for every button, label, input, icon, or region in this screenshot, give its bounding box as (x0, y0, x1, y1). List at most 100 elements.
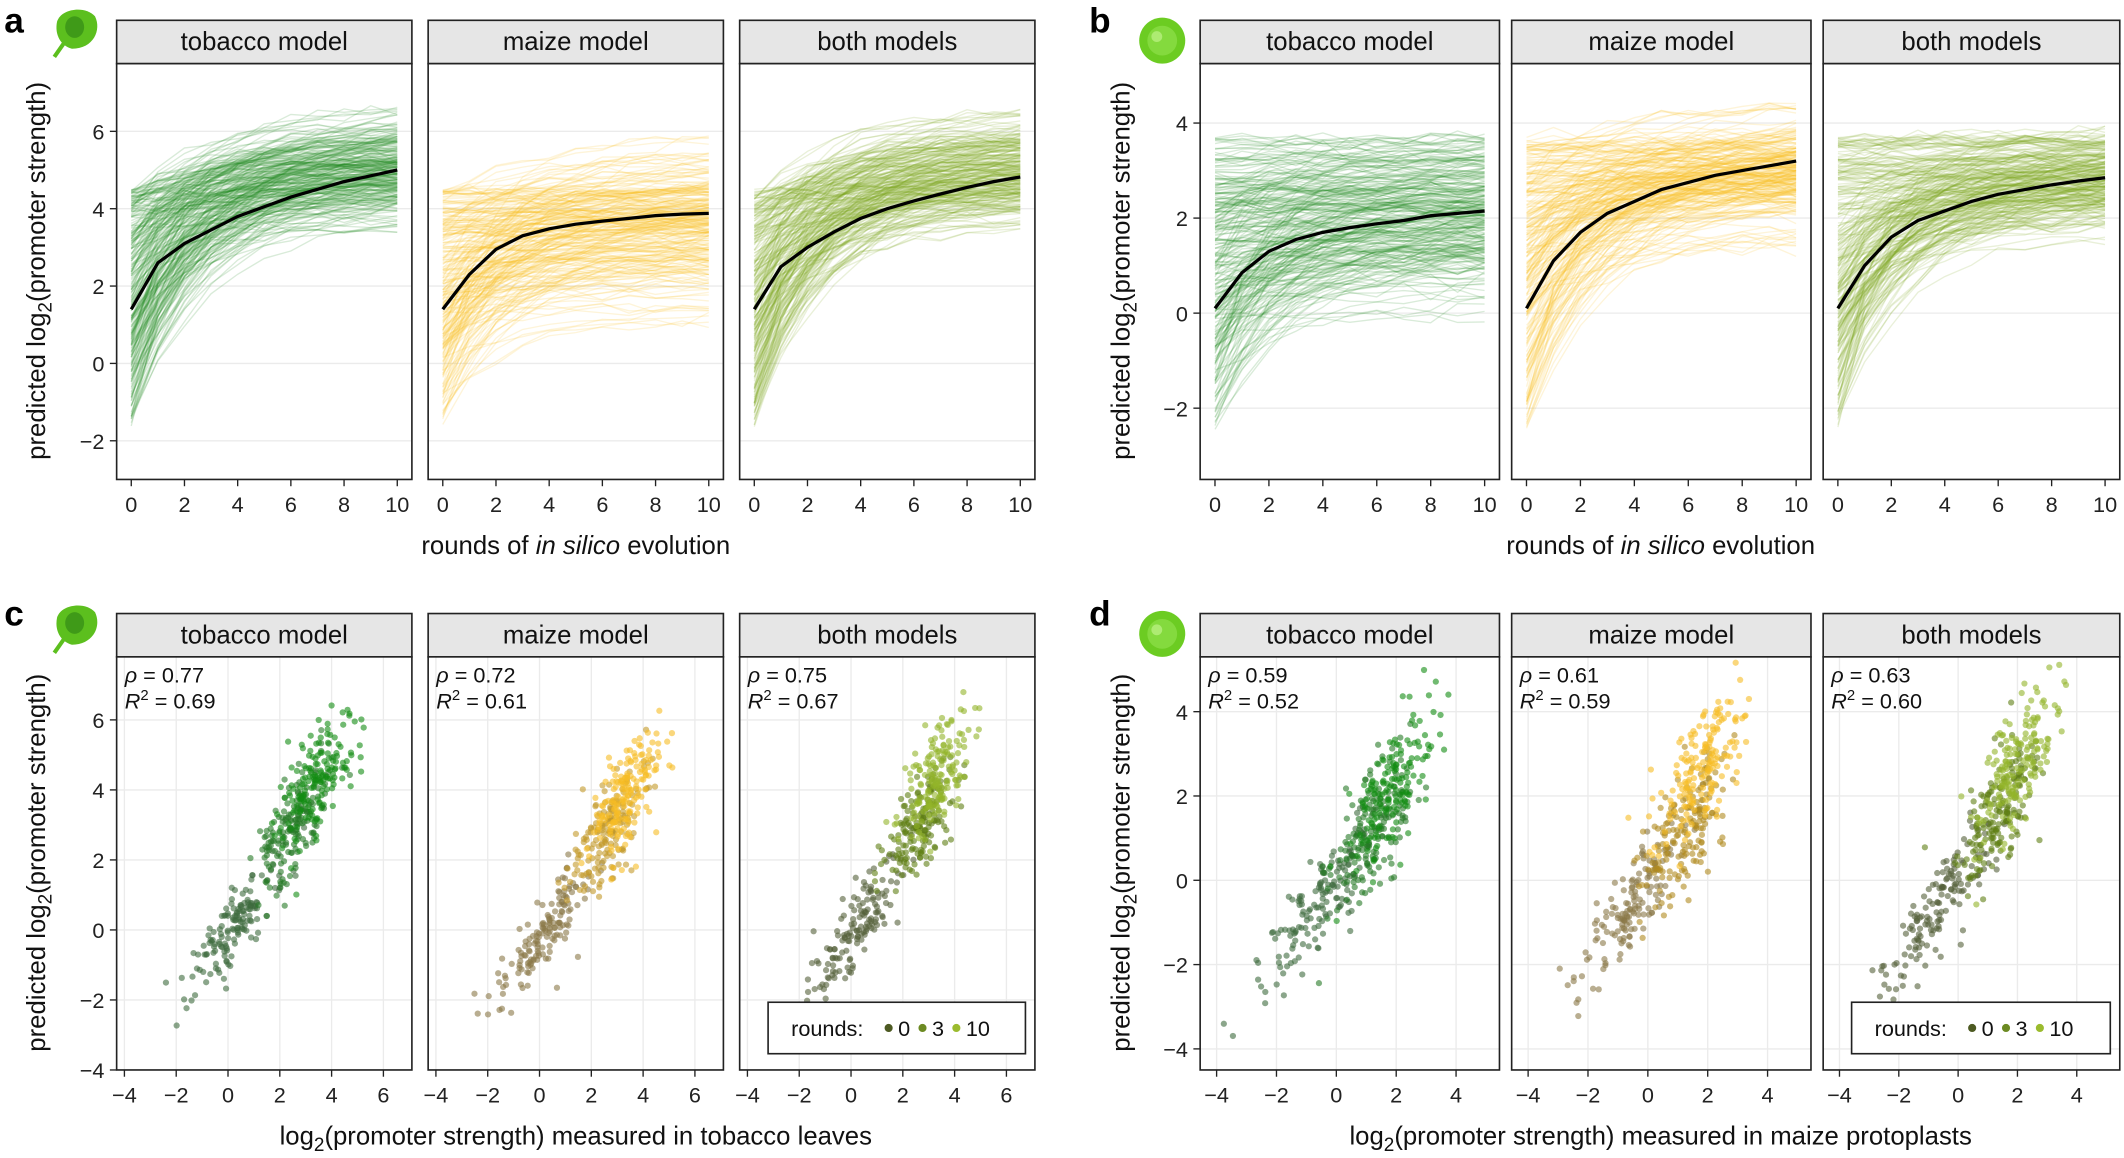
scatter-point (1635, 876, 1642, 884)
scatter-point (1629, 876, 1636, 883)
trajectory-line (130, 105, 398, 233)
scatter-point (203, 979, 210, 986)
trajectory-line (1525, 163, 1797, 399)
scatter-point (1656, 867, 1664, 874)
trajectory-line (442, 241, 709, 252)
scatter-point (643, 803, 650, 811)
trajectory-line (1837, 170, 2106, 185)
trajectory-line (753, 173, 1021, 292)
facet-strip (115, 612, 413, 658)
scatter-point (2034, 754, 2041, 761)
x-tick-label: 0 (1952, 1082, 1964, 1107)
trajectory-line (1214, 185, 1485, 221)
trajectory-line (1214, 273, 1485, 423)
scatter-point (357, 754, 364, 761)
trajectory-line (130, 123, 398, 427)
scatter-point (1364, 847, 1371, 855)
scatter-point (1907, 910, 1915, 917)
scatter-point (308, 829, 315, 836)
trajectory-line (130, 196, 398, 276)
scatter-point (1287, 932, 1294, 939)
scatter-point (223, 905, 230, 912)
scatter-point (2040, 753, 2047, 760)
trajectory-line (442, 208, 709, 215)
scatter-point (1923, 942, 1931, 949)
trajectory-line (1214, 200, 1485, 256)
scatter-point (313, 837, 320, 844)
scatter-point (900, 803, 907, 810)
scatter-point (200, 968, 207, 976)
scatter-point (600, 864, 607, 871)
trajectory-line (130, 151, 398, 205)
trajectory-line (1214, 195, 1485, 351)
scatter-point (1603, 908, 1610, 915)
trajectory-line (1837, 214, 2106, 302)
trajectory-line (1837, 169, 2106, 428)
trajectory-line (442, 198, 709, 212)
scatter-point (227, 962, 234, 970)
scatter-point (642, 756, 649, 764)
scatter-point (288, 782, 295, 789)
trajectory-line (753, 141, 1021, 207)
scatter-point (306, 764, 313, 772)
scatter-point (892, 852, 899, 859)
trajectory-line (1214, 233, 1485, 360)
trajectory-line (1214, 152, 1485, 267)
trajectory-line (130, 172, 398, 234)
trajectory-line (442, 268, 709, 385)
scatter-point (900, 858, 908, 866)
trajectory-line (753, 192, 1021, 265)
x-tick-label: 2 (1885, 492, 1897, 517)
scatter-point (839, 895, 846, 903)
scatter-point (1302, 924, 1309, 932)
scatter-point (343, 758, 350, 765)
trajectory-line (753, 172, 1021, 281)
trajectory-line (1526, 143, 1797, 156)
y-tick-label: 2 (1176, 206, 1188, 231)
trajectory-line (130, 152, 398, 207)
trajectory-line (1214, 143, 1485, 158)
trajectory-line (1837, 156, 2106, 185)
trajectory-line (442, 195, 709, 324)
scatter-point (1666, 874, 1673, 882)
trajectory-line (130, 107, 398, 246)
trajectory-line (130, 156, 398, 401)
trajectory-line (753, 171, 1021, 363)
rho-symbol: ρ (1519, 663, 1532, 688)
scatter-point (201, 951, 208, 958)
trajectory-line (1526, 175, 1797, 315)
scatter-point (860, 885, 867, 892)
scatter-point (1667, 797, 1674, 804)
scatter-point (1676, 863, 1683, 870)
scatter-point (1595, 986, 1602, 993)
scatter-point (1652, 891, 1660, 898)
trajectory-line (1525, 165, 1797, 379)
trajectory-line (1526, 155, 1797, 168)
trajectory-line (1837, 170, 2106, 234)
trajectory-line (130, 184, 398, 241)
trajectory-line (442, 172, 709, 372)
trajectory-line (753, 206, 1021, 366)
scatter-point (1400, 763, 1408, 770)
scatter-point (320, 777, 327, 784)
trajectory-line (130, 183, 398, 380)
trajectory-line (130, 166, 398, 328)
trajectory-line (753, 140, 1021, 293)
trajectory-line (1214, 246, 1485, 398)
trajectory-line (1214, 252, 1485, 306)
panel-border (738, 656, 1036, 1071)
scatter-point (908, 833, 915, 840)
trajectory-line (442, 184, 709, 200)
scatter-point (1984, 797, 1991, 804)
scatter-point (1578, 973, 1586, 980)
trajectory-line (1837, 142, 2106, 323)
x-tick-label: 4 (1762, 1082, 1774, 1107)
scatter-point (615, 793, 622, 800)
trajectory-line (753, 208, 1021, 303)
trajectory-line (442, 187, 709, 198)
scatter-point (335, 741, 342, 748)
scatter-point (1961, 861, 1968, 869)
scatter-point (495, 970, 502, 977)
y-tick-label: 0 (92, 352, 104, 377)
trajectory-line (130, 160, 398, 382)
